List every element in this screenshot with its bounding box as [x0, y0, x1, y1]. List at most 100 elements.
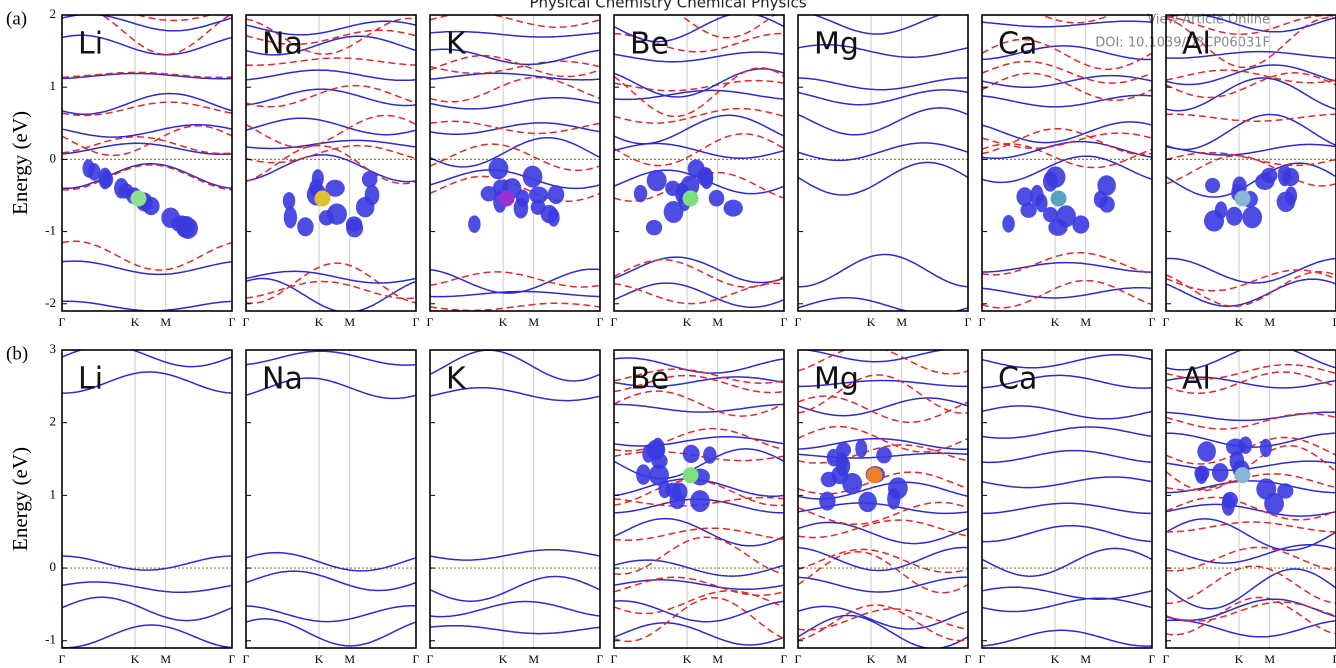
charge-density-lobe [1239, 436, 1252, 454]
charge-density-lobe [703, 446, 716, 464]
element-label: Ca [998, 362, 1037, 397]
band-spin-down [1166, 114, 1336, 121]
band-spin-up [246, 118, 416, 135]
element-label: Be [630, 362, 669, 397]
k-point-label: Γ [243, 315, 250, 329]
k-point-label: K [499, 315, 508, 329]
charge-density-lobe [690, 490, 710, 512]
charge-density-lobe [1002, 215, 1014, 233]
y-tick-label: -1 [45, 223, 56, 238]
k-point-label: Γ [1163, 652, 1170, 666]
band-spin-down [798, 549, 968, 572]
k-point-label: Γ [611, 652, 618, 666]
k-point-label: M [712, 315, 723, 329]
band-spin-up [430, 138, 600, 167]
k-point-label: Γ [1163, 315, 1170, 329]
charge-density-lobe [683, 445, 700, 463]
element-label: Li [78, 362, 103, 397]
charge-density-lobe [1030, 185, 1043, 207]
k-point-label: Γ [59, 315, 66, 329]
charge-density-lobe [488, 158, 508, 179]
y-tick-label: -1 [45, 632, 56, 647]
charge-density-lobe [1256, 478, 1276, 499]
band-spin-up [430, 602, 600, 617]
k-point-label: Γ [243, 652, 250, 666]
charge-density-lobe [1222, 494, 1235, 516]
y-tick-label: 3 [50, 341, 57, 356]
charge-density-lobe [161, 208, 180, 229]
charge-density-lobe [842, 473, 862, 494]
k-point-label: Γ [979, 315, 986, 329]
y-tick-label: 2 [50, 414, 57, 429]
band-spin-down [62, 102, 232, 115]
band-spin-up [246, 89, 416, 105]
band-spin-up [62, 301, 232, 311]
band-spin-down [982, 253, 1152, 275]
charge-density-lobe [1194, 466, 1209, 481]
band-spin-up [614, 404, 784, 412]
charge-density-lobe [636, 464, 651, 485]
band-spin-up [614, 601, 784, 622]
k-point-label: M [1264, 652, 1275, 666]
k-point-label: M [1080, 315, 1091, 329]
band-spin-down [1166, 474, 1336, 490]
element-label: Ca [998, 27, 1037, 62]
y-tick-label: 0 [50, 150, 57, 165]
k-point-label: Γ [611, 315, 618, 329]
metal-atom [1051, 191, 1067, 207]
band-spin-up [1166, 599, 1336, 620]
charge-density-lobe [858, 492, 877, 513]
y-tick-label: -2 [45, 295, 56, 310]
band-spin-down [614, 598, 784, 642]
k-point-label: M [160, 652, 171, 666]
figure: Physical Chemistry Chemical Physics View… [0, 0, 1336, 668]
element-label: Mg [814, 27, 859, 62]
band-spin-down [982, 62, 1152, 84]
band-spin-down [982, 281, 1152, 308]
band-spin-up [798, 522, 968, 543]
band-spin-up [982, 548, 1152, 576]
band-spin-up [798, 90, 968, 105]
band-spin-up [62, 625, 232, 648]
element-label: Mg [814, 362, 859, 397]
panel-label: (a) [6, 8, 27, 29]
band-spin-up [982, 630, 1152, 646]
metal-atom [315, 191, 331, 207]
band-spin-down [1166, 414, 1336, 430]
charge-density-lobe [1204, 210, 1224, 231]
k-point-label: K [1051, 652, 1060, 666]
band-spin-up [798, 163, 968, 196]
journal-title: Physical Chemistry Chemical Physics [529, 0, 806, 12]
element-label: Na [262, 27, 303, 62]
band-spin-down [614, 109, 784, 124]
band-spin-up [982, 451, 1152, 463]
band-spin-down [430, 303, 600, 310]
band-spin-up [430, 577, 600, 602]
metal-atom [867, 467, 883, 483]
k-point-label: Γ [795, 315, 802, 329]
charge-density-lobe [1094, 191, 1107, 209]
band-spin-down [982, 133, 1152, 148]
k-point-label: Γ [781, 652, 788, 666]
band-spin-up [246, 619, 416, 646]
band-spin-up [62, 94, 232, 115]
band-spin-up [614, 437, 784, 446]
band-spin-up [798, 616, 968, 649]
band-spin-up [62, 597, 232, 620]
k-point-label: Γ [781, 315, 788, 329]
k-point-label: M [1080, 652, 1091, 666]
k-point-label: Γ [1149, 315, 1156, 329]
k-point-label: K [131, 315, 140, 329]
k-point-label: Γ [965, 315, 972, 329]
band-spin-up [798, 78, 968, 90]
band-spin-down [430, 272, 600, 287]
charge-density-lobe [649, 464, 669, 485]
charge-density-lobe [888, 477, 908, 499]
band-spin-up [982, 288, 1152, 298]
k-point-label: M [344, 315, 355, 329]
k-point-label: K [1235, 315, 1244, 329]
metal-atom [683, 191, 699, 207]
charge-density-lobe [669, 493, 685, 510]
charge-density-lobe [700, 167, 713, 189]
charge-density-lobe [1261, 168, 1277, 183]
